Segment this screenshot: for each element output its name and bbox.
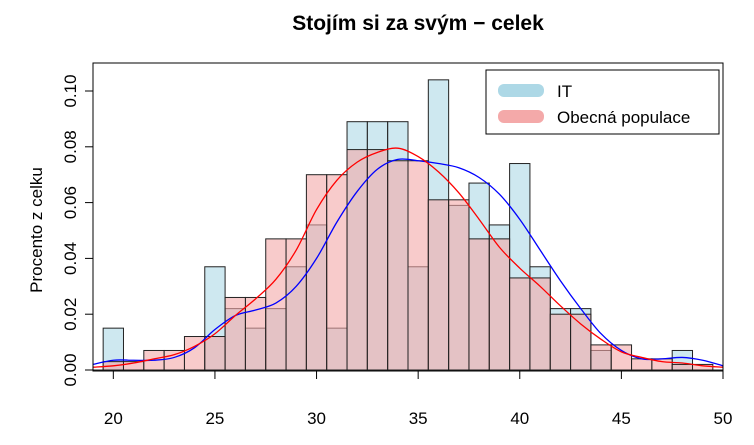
- population-bar-46: [631, 358, 653, 371]
- population-bar-40: [509, 277, 531, 371]
- population-bars: [93, 149, 723, 371]
- population-bar-34: [387, 160, 409, 371]
- y-axis-ticks: 0.00 0.02 0.04 0.06 0.08 0.10: [61, 74, 93, 387]
- y-axis-label: Procento z celku: [27, 167, 46, 293]
- population-bar-43: [570, 313, 592, 371]
- x-axis-ticks: 20 25 30 35 40 45 50: [104, 371, 733, 428]
- population-bar-23: [163, 349, 185, 371]
- population-bar-31: [326, 174, 348, 371]
- y-tick-label-4: 0.08: [61, 130, 80, 163]
- population-bar-29: [285, 238, 307, 371]
- density-lines: [92, 147, 724, 368]
- population-bar-35: [407, 160, 429, 371]
- y-tick-label-2: 0.04: [61, 242, 80, 275]
- legend-swatch-it: [498, 84, 544, 97]
- x-tick-label-40: 40: [510, 409, 529, 428]
- population-bar-37: [448, 199, 470, 371]
- population-bar-41: [529, 277, 551, 371]
- x-tick-label-35: 35: [409, 409, 428, 428]
- legend: IT Obecná populace: [485, 69, 720, 135]
- x-tick-label-50: 50: [714, 409, 733, 428]
- chart-title: Stojím si za svým − celek: [292, 12, 544, 35]
- legend-label-population: Obecná populace: [557, 108, 690, 127]
- plot-box: [92, 62, 724, 372]
- population-bar-25: [204, 336, 226, 371]
- x-tick-label-30: 30: [307, 409, 326, 428]
- x-tick-label-25: 25: [205, 409, 224, 428]
- population-density-line: [92, 147, 724, 368]
- population-bar-38: [468, 238, 490, 371]
- population-bar-48: [671, 363, 694, 371]
- population-bar-26: [224, 296, 246, 371]
- population-bar-30: [305, 174, 328, 371]
- population-bar-42: [549, 313, 572, 371]
- axes: [92, 62, 724, 372]
- y-tick-label-1: 0.02: [61, 298, 80, 331]
- legend-swatch-population: [498, 110, 544, 123]
- x-tick-label-20: 20: [104, 409, 123, 428]
- y-tick-label-3: 0.06: [61, 186, 80, 219]
- population-bar-36: [427, 199, 450, 371]
- population-bar-28: [265, 238, 287, 371]
- y-tick-label-0: 0.00: [61, 353, 80, 386]
- legend-box: [485, 69, 720, 135]
- y-tick-label-5: 0.10: [61, 74, 80, 107]
- population-bar-33: [366, 149, 389, 371]
- population-bar-44: [590, 344, 612, 371]
- it-density-line: [92, 158, 724, 367]
- population-bar-39: [488, 238, 511, 371]
- legend-label-it: IT: [557, 82, 572, 101]
- x-tick-label-45: 45: [612, 409, 631, 428]
